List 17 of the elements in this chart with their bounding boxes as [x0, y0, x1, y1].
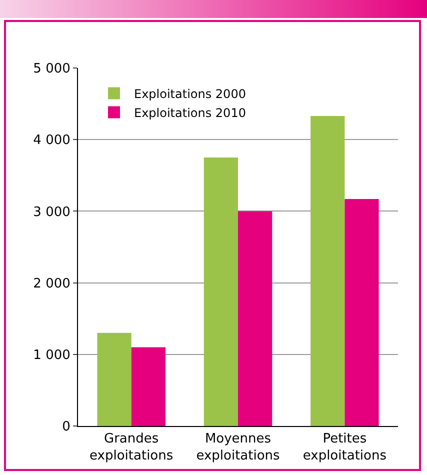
x-tick-label: Moyennes exploitations — [196, 432, 280, 464]
bar — [204, 158, 238, 426]
y-tick-label: 4 000 — [33, 133, 70, 148]
bar — [310, 116, 345, 426]
x-tick-label: Grandes exploitations — [90, 432, 174, 464]
y-tick-label: 1 000 — [33, 348, 70, 363]
y-tick-label: 3 000 — [33, 204, 70, 220]
y-tick-label: 2 000 — [33, 276, 70, 292]
x-tick-label: Petites exploitations — [302, 432, 387, 464]
legend-label: Exploitations 2000 — [134, 86, 246, 101]
legend-label: Exploitations 2010 — [134, 106, 246, 120]
bar — [238, 211, 272, 426]
y-tick-label: 0 — [62, 420, 70, 435]
bar — [97, 332, 132, 426]
bar — [131, 347, 166, 426]
bar — [344, 199, 379, 426]
y-tick-label: 5 000 — [33, 62, 70, 77]
